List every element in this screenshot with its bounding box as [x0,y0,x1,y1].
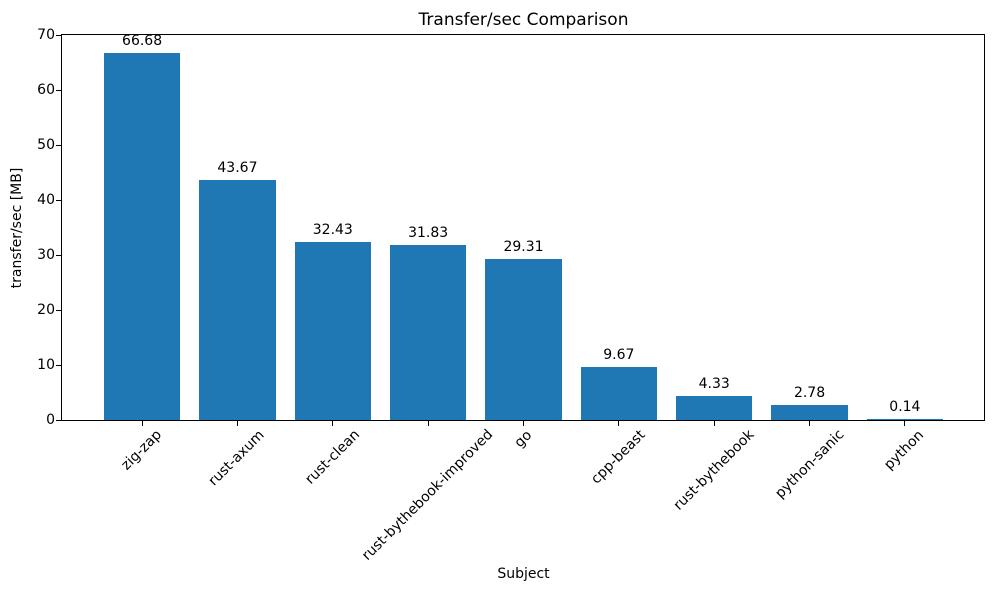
y-tick-label: 70 [37,26,55,43]
y-axis-label: transfer/sec [MB] [9,167,25,289]
x-tick-mark [427,421,429,426]
bar-value-label: 31.83 [408,224,449,241]
x-tick-label: rust-clean [302,426,363,488]
bar [676,396,753,420]
x-tick-label: rust-axum [205,427,269,490]
y-tick-label: 40 [37,191,55,208]
x-tick-mark [236,421,238,426]
x-tick-mark [618,421,620,426]
y-tick-label: 30 [37,246,55,263]
bar [199,179,276,420]
x-tick-label: rust-bythebook [670,427,758,514]
bar [866,419,944,420]
x-tick-label: go [511,426,536,451]
x-tick-mark [141,421,143,426]
x-tick-mark [332,421,334,426]
bar-value-label: 4.33 [698,376,730,393]
x-tick-label: python-sanic [771,426,847,503]
y-tick-mark [56,199,61,201]
bar-value-label: 2.78 [793,384,826,401]
bar [771,404,848,420]
x-tick-label: zig-zap [118,426,166,474]
bar [580,366,657,420]
y-tick-label: 10 [37,356,55,373]
y-tick-label: 20 [37,301,55,318]
x-tick-mark [713,421,715,426]
x-axis-label: Subject [497,566,550,582]
y-tick-mark [56,144,61,146]
y-tick-label: 0 [46,411,55,428]
y-tick-label: 60 [37,81,55,98]
y-tick-mark [56,34,61,36]
y-tick-label: 50 [37,136,55,153]
y-tick-mark [56,309,61,311]
bar-value-label: 0.14 [889,399,921,415]
y-tick-mark [56,364,61,366]
bar [103,53,181,420]
x-tick-label: rust-bythebook-improved [359,426,497,565]
bar-value-label: 29.31 [503,238,544,255]
y-tick-mark [56,419,61,421]
x-tick-label: python [881,426,928,473]
bar [390,244,467,420]
bar-value-label: 32.43 [312,221,353,238]
bar-value-label: 66.68 [122,33,163,50]
x-tick-mark [904,421,906,426]
x-tick-mark [809,421,811,426]
chart-title: Transfer/sec Comparison [418,10,629,30]
y-tick-mark [56,89,61,91]
bar [294,241,371,420]
bar-value-label: 9.67 [603,346,635,363]
bar-value-label: 43.67 [217,159,258,176]
x-tick-label: cpp-beast [588,426,649,488]
x-tick-mark [523,421,524,426]
bar [485,258,562,420]
y-tick-mark [56,254,61,256]
